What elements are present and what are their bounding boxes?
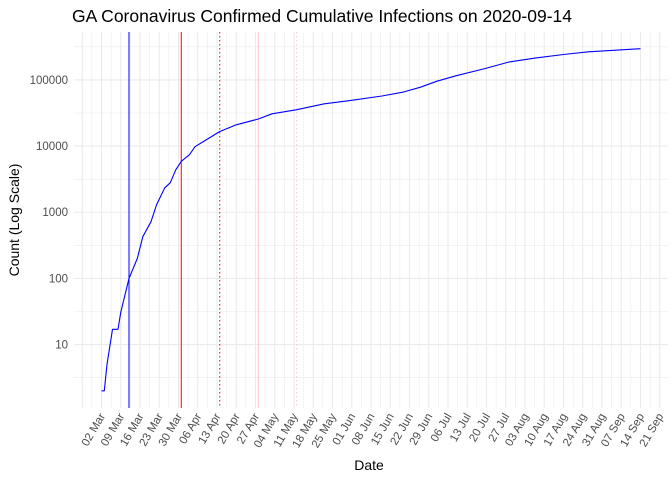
- series-line: [101, 48, 641, 392]
- chart-title: GA Coronavirus Confirmed Cumulative Infe…: [72, 6, 572, 26]
- reference-lines: [128, 32, 298, 408]
- y-axis-ticks: 10 100 1000 10000 100000: [30, 75, 68, 352]
- y-tick-label: 10000: [36, 141, 68, 153]
- y-tick-label: 100: [49, 273, 68, 285]
- y-axis-title: Count (Log Scale): [6, 164, 22, 277]
- grid: [74, 32, 668, 408]
- y-tick-label: 10: [55, 340, 68, 352]
- series-layer: [101, 48, 641, 392]
- y-tick-label: 100000: [30, 75, 68, 87]
- x-axis-title: Date: [354, 457, 384, 473]
- y-tick-label: 1000: [42, 207, 68, 219]
